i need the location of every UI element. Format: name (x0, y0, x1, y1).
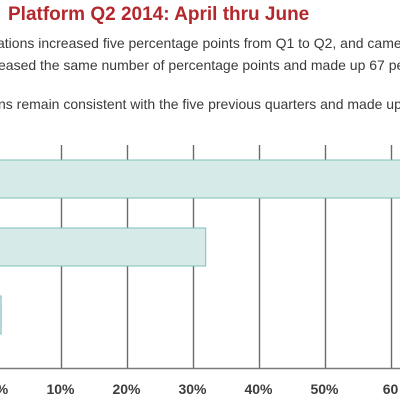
x-tick-label-0: % (0, 381, 9, 397)
x-tick-label-2: 20% (112, 381, 141, 397)
x-tick-label-5: 50% (310, 381, 339, 397)
bar-1 (0, 227, 207, 267)
x-tick-label-1: 10% (46, 381, 75, 397)
chart-title: Platform Q2 2014: April thru June (8, 4, 310, 25)
x-tick-label-3: 30% (178, 381, 207, 397)
summary-line-3: ns remain consistent with the five previ… (0, 96, 400, 112)
bar-2 (0, 295, 2, 335)
bar-0 (0, 159, 400, 199)
summary-line-1: ations increased five percentage points … (0, 35, 400, 51)
x-tick-label-4: 40% (244, 381, 273, 397)
summary-line-2: eased the same number of percentage poin… (0, 57, 400, 73)
x-tick-label-6: 60 (383, 381, 399, 397)
